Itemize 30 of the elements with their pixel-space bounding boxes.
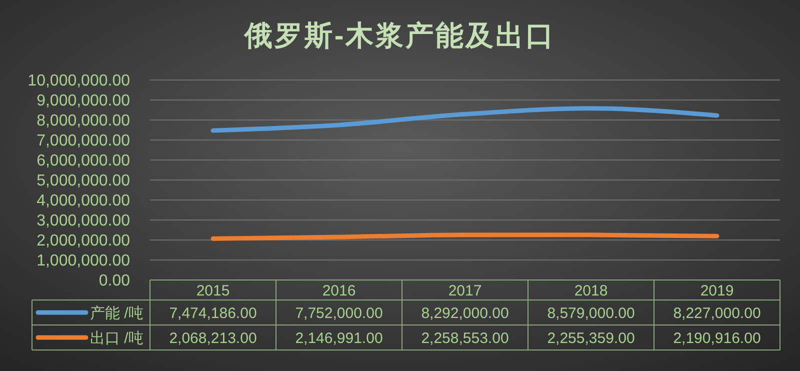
- y-tick-label: 3,000,000.00: [36, 212, 130, 230]
- y-tick-label: 5,000,000.00: [36, 172, 130, 190]
- y-tick-label: 8,000,000.00: [36, 112, 130, 130]
- data-label: 2,190,916.00: [673, 330, 761, 347]
- y-tick-label: 10,000,000.00: [28, 72, 130, 90]
- line-series: [210, 106, 720, 133]
- y-tick-label: 0.00: [98, 272, 130, 290]
- data-label: 2,068,213.00: [169, 330, 257, 347]
- chart-title: 俄罗斯-木浆产能及出口: [243, 20, 556, 51]
- data-label: 2,255,359.00: [547, 330, 635, 347]
- data-label: 2,258,553.00: [421, 330, 509, 347]
- y-tick-label: 7,000,000.00: [36, 132, 130, 150]
- data-label: 8,292,000.00: [421, 304, 509, 322]
- x-tick-label: 2018: [574, 282, 608, 300]
- data-label: 2,146,991.00: [295, 330, 383, 347]
- x-tick-label: 2015: [196, 282, 230, 300]
- data-label: 7,474,186.00: [169, 304, 257, 322]
- x-tick-label: 2016: [322, 282, 356, 300]
- y-tick-label: 6,000,000.00: [36, 152, 130, 170]
- y-tick-label: 9,000,000.00: [36, 92, 130, 110]
- y-tick-label: 4,000,000.00: [36, 192, 130, 210]
- data-label: 8,579,000.00: [547, 304, 635, 322]
- x-tick-label: 2017: [448, 282, 482, 300]
- y-tick-label: 1,000,000.00: [36, 252, 130, 270]
- x-tick-label: 2019: [700, 282, 734, 300]
- legend-label: 产能 /吨: [90, 304, 144, 322]
- data-label: 8,227,000.00: [673, 304, 761, 322]
- data-label: 7,752,000.00: [295, 304, 383, 322]
- legend-label: 出口 /吨: [90, 330, 144, 347]
- y-tick-label: 2,000,000.00: [36, 232, 130, 250]
